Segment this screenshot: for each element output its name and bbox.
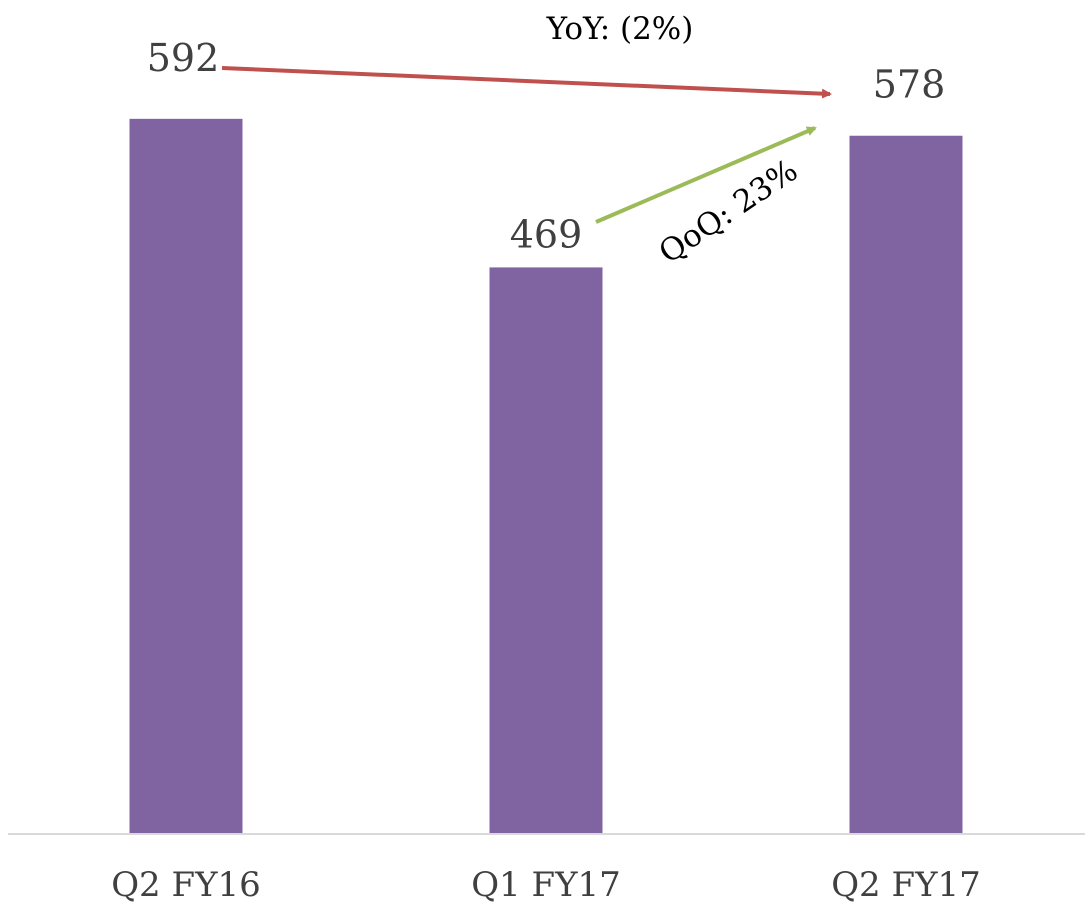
data-label: 578 [873,63,946,107]
x-tick-label: Q2 FY16 [111,865,261,905]
data-labels-group: 592 469 578 [147,36,946,257]
data-label: 592 [147,36,220,80]
x-tick-labels-group: Q2 FY16 Q1 FY17 Q2 FY17 [111,865,981,905]
data-label: 469 [510,212,583,256]
yoy-annotation: YoY: (2%) [546,11,694,47]
x-tick-label: Q1 FY17 [471,865,621,905]
bar-q2-fy17 [849,135,963,834]
qoq-annotation: QoQ: 23% [653,152,805,271]
yoy-trend-arrow [221,66,832,99]
bar-q2-fy16 [129,118,243,834]
qoq-trend-arrow [595,126,817,224]
bar-q1-fy17 [489,267,603,835]
bars-group [129,118,963,835]
x-tick-label: Q2 FY17 [831,865,981,905]
